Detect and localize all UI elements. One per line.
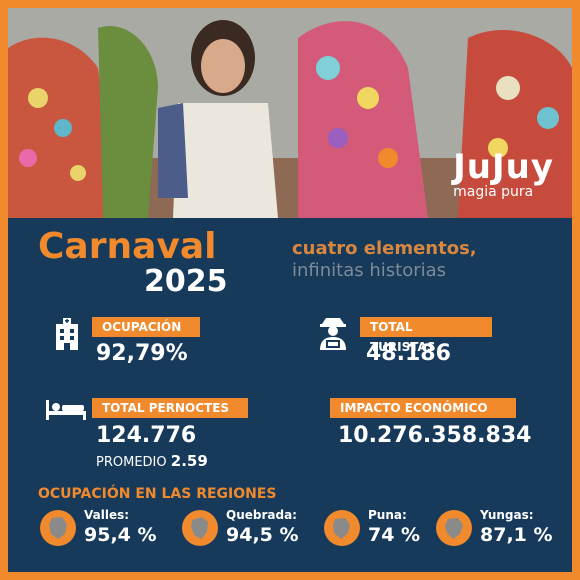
brand-logo: JuJuy — [453, 147, 554, 187]
stats-panel: Carnaval 2025 cuatro elementos, infinita… — [8, 218, 572, 572]
region-name: Valles: — [84, 508, 130, 522]
photo-illustration — [8, 8, 572, 218]
region-map-icon — [40, 510, 76, 546]
impacto-label: IMPACTO ECONÓMICO — [330, 398, 516, 418]
region-value: 87,1 % — [480, 524, 553, 546]
region-value: 95,4 % — [84, 524, 157, 546]
turistas-value: 48.186 — [366, 341, 451, 366]
region-map-icon — [182, 510, 218, 546]
promedio: PROMEDIO 2.59 — [96, 452, 208, 470]
promedio-value: 2.59 — [170, 452, 208, 470]
carnival-photo: JuJuy magia pura — [8, 8, 572, 218]
region-value: 74 % — [368, 524, 421, 546]
pernoctes-value: 124.776 — [96, 423, 197, 448]
hotel-icon — [56, 318, 78, 350]
region-map-icon — [324, 510, 360, 546]
slogan-line-2: infinitas historias — [292, 260, 447, 281]
bed-icon — [46, 400, 86, 420]
event-year: 2025 — [144, 264, 228, 299]
turistas-label: TOTAL TURISTAS — [360, 317, 492, 354]
regions-title: OCUPACIÓN EN LAS REGIONES — [38, 486, 277, 502]
region-map-icon — [436, 510, 472, 546]
region-name: Yungas: — [480, 508, 534, 522]
region-value: 94,5 % — [226, 524, 299, 546]
impacto-value: 10.276.358.834 — [338, 423, 532, 448]
tourist-icon — [320, 318, 346, 350]
slogan: cuatro elementos, infinitas historias — [292, 238, 477, 282]
promedio-label: PROMEDIO — [96, 455, 167, 470]
region-name: Quebrada: — [226, 508, 297, 522]
slogan-line-1: cuatro elementos, — [292, 238, 477, 259]
page-title: Carnaval — [38, 226, 217, 267]
ocupacion-label: OCUPACIÓN — [92, 317, 200, 337]
brand-block: JuJuy magia pura — [453, 150, 554, 200]
pernoctes-label: TOTAL PERNOCTES — [92, 398, 248, 418]
brand-tagline: magia pura — [453, 184, 534, 200]
region-name: Puna: — [368, 508, 407, 522]
ocupacion-value: 92,79% — [96, 341, 188, 366]
